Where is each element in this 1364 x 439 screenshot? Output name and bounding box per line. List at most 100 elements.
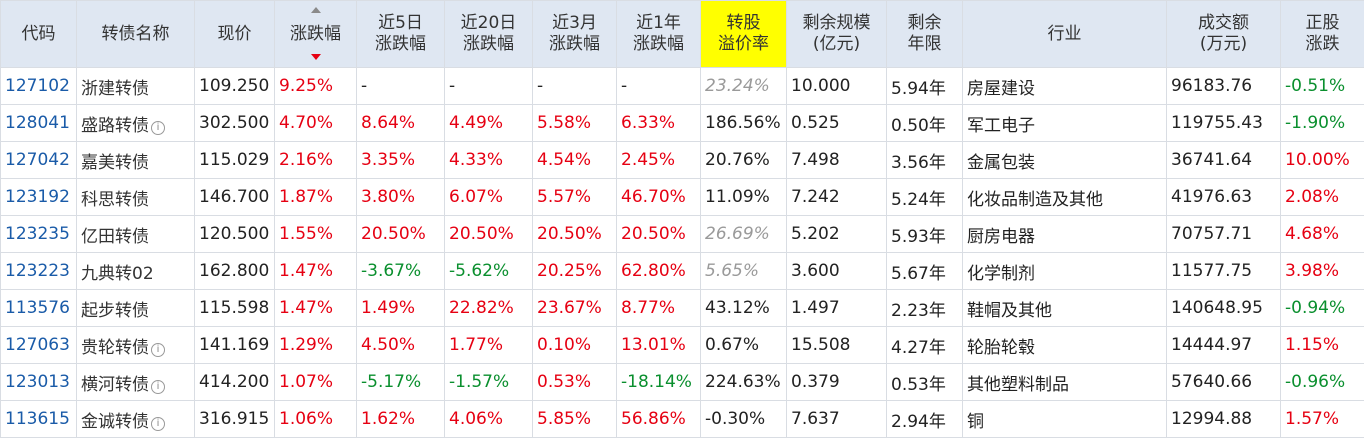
sort-descending-icon[interactable] — [310, 54, 321, 60]
cell-scale: 0.525 — [786, 104, 887, 142]
cell-chg20: - — [444, 67, 533, 105]
cell-name[interactable]: 嘉美转债 — [76, 141, 195, 179]
cell-scale: 5.202 — [786, 215, 887, 253]
cell-code-value: 113576 — [5, 298, 70, 318]
cell-chg5: 8.64% — [356, 104, 445, 142]
column-header-code[interactable]: 代码 — [0, 0, 77, 68]
cell-code[interactable]: 127042 — [0, 141, 77, 179]
column-header-chg[interactable]: 涨跌幅 — [274, 0, 357, 68]
cell-code[interactable]: 123013 — [0, 363, 77, 401]
table-row[interactable]: 113576 起步转债 115.598 1.47% 1.49% 22.82% 23.67% 8… — [0, 289, 1364, 327]
cell-chg1y-value: 62.80% — [621, 261, 686, 281]
cell-industry: 铜 — [962, 400, 1167, 438]
cell-premium: 5.65% — [700, 252, 787, 290]
column-header-chg20[interactable]: 近20日 涨跌幅 — [444, 0, 533, 68]
cell-chg-value: 4.70% — [279, 113, 334, 133]
cell-years-value: 5.93年 — [891, 226, 946, 247]
cell-price: 109.250 — [194, 67, 275, 105]
cell-code[interactable]: 123192 — [0, 178, 77, 216]
column-header-sublabel: (亿元) — [812, 34, 861, 54]
table-row[interactable]: 123235 亿田转债 120.500 1.55% 20.50% 20.50% 20.50%… — [0, 215, 1364, 253]
cell-name[interactable]: 金诚转债 i — [76, 400, 195, 438]
cell-name[interactable]: 浙建转债 — [76, 67, 195, 105]
cell-years: 5.93年 — [886, 215, 963, 253]
table-row[interactable]: 113615 金诚转债 i 316.915 1.06% 1.62% 4.06% 5.85% 56… — [0, 400, 1364, 438]
cell-industry: 化妆品制造及其他 — [962, 178, 1167, 216]
cell-industry-value: 金属包装 — [967, 152, 1035, 173]
table-row[interactable]: 127042 嘉美转债 115.029 2.16% 3.35% 4.33% 4.54% 2.4… — [0, 141, 1364, 179]
cell-code[interactable]: 113615 — [0, 400, 77, 438]
cell-code[interactable]: 123235 — [0, 215, 77, 253]
cell-scale: 10.000 — [786, 67, 887, 105]
cell-years-value: 3.56年 — [891, 152, 946, 173]
cell-chg-value: 9.25% — [279, 76, 334, 96]
table-row[interactable]: 123223 九典转02 162.800 1.47% -3.67% -5.62% 20.25… — [0, 252, 1364, 290]
cell-scale: 7.498 — [786, 141, 887, 179]
column-header-label: 近5日 — [378, 13, 423, 33]
cell-code[interactable]: 127063 — [0, 326, 77, 364]
column-header-chg1y[interactable]: 近1年 涨跌幅 — [616, 0, 701, 68]
cell-chg5-value: 20.50% — [361, 224, 426, 244]
cell-name[interactable]: 贵轮转债 i — [76, 326, 195, 364]
cell-chg: 4.70% — [274, 104, 357, 142]
table-row[interactable]: 123013 横河转债 i 414.200 1.07% -5.17% -1.57% 0.53%… — [0, 363, 1364, 401]
cell-chg: 1.47% — [274, 252, 357, 290]
cell-chg20: 4.33% — [444, 141, 533, 179]
table-row[interactable]: 128041 盛路转债 i 302.500 4.70% 8.64% 4.49% 5.58% 6.… — [0, 104, 1364, 142]
cell-chg5: 3.80% — [356, 178, 445, 216]
cell-chg1y-value: 56.86% — [621, 409, 686, 429]
info-icon[interactable]: i — [151, 416, 165, 431]
column-header-label: 剩余规模 — [802, 13, 871, 33]
column-header-premium[interactable]: 转股 溢价率 — [700, 0, 787, 68]
cell-chg5-value: 8.64% — [361, 113, 416, 133]
column-header-name[interactable]: 转债名称 — [76, 0, 195, 68]
cell-chg20-value: -5.62% — [449, 261, 510, 281]
cell-code[interactable]: 127102 — [0, 67, 77, 105]
cell-years: 5.67年 — [886, 252, 963, 290]
cell-name[interactable]: 起步转债 — [76, 289, 195, 327]
cell-price: 162.800 — [194, 252, 275, 290]
info-icon[interactable]: i — [151, 379, 165, 394]
cell-years: 5.94年 — [886, 67, 963, 105]
cell-name[interactable]: 科思转债 — [76, 178, 195, 216]
cell-code[interactable]: 123223 — [0, 252, 77, 290]
column-header-turnover[interactable]: 成交额 (万元) — [1166, 0, 1281, 68]
cell-chg5: 1.62% — [356, 400, 445, 438]
cell-chg20: 20.50% — [444, 215, 533, 253]
cell-industry-value: 化学制剂 — [967, 263, 1035, 284]
column-header-stockchg[interactable]: 正股 涨跌 — [1280, 0, 1364, 68]
cell-name-value: 嘉美转债 — [81, 152, 149, 173]
column-header-sublabel: 涨跌幅 — [463, 34, 514, 54]
cell-scale-value: 7.637 — [791, 409, 840, 429]
table-row[interactable]: 127063 贵轮转债 i 141.169 1.29% 4.50% 1.77% 0.10% 13… — [0, 326, 1364, 364]
cell-code-value: 127063 — [5, 335, 70, 355]
column-header-years[interactable]: 剩余 年限 — [886, 0, 963, 68]
column-header-industry[interactable]: 行业 — [962, 0, 1167, 68]
cell-code[interactable]: 128041 — [0, 104, 77, 142]
cell-years: 5.24年 — [886, 178, 963, 216]
cell-name[interactable]: 九典转02 — [76, 252, 195, 290]
table-row[interactable]: 127102 浙建转债 109.250 9.25% - - - - 23.24% 10.000 5.… — [0, 67, 1364, 105]
cell-name-value: 贵轮转债 — [81, 337, 149, 358]
cell-years-value: 0.50年 — [891, 115, 946, 136]
cell-name[interactable]: 横河转债 i — [76, 363, 195, 401]
cell-price-value: 109.250 — [199, 76, 270, 96]
info-icon[interactable]: i — [151, 120, 165, 135]
cell-premium-value: 26.69% — [705, 224, 770, 244]
cell-chg3m-value: 0.53% — [537, 372, 592, 392]
cell-chg1y-value: - — [621, 76, 628, 96]
cell-code[interactable]: 113576 — [0, 289, 77, 327]
cell-stockchg: -0.96% — [1280, 363, 1364, 401]
column-header-scale[interactable]: 剩余规模 (亿元) — [786, 0, 887, 68]
cell-industry-value: 铜 — [967, 411, 984, 432]
column-header-chg3m[interactable]: 近3月 涨跌幅 — [532, 0, 617, 68]
cell-name[interactable]: 亿田转债 — [76, 215, 195, 253]
table-row[interactable]: 123192 科思转债 146.700 1.87% 3.80% 6.07% 5.57% 46.… — [0, 178, 1364, 216]
column-header-price[interactable]: 现价 — [194, 0, 275, 68]
column-header-chg5[interactable]: 近5日 涨跌幅 — [356, 0, 445, 68]
cell-code-value: 123235 — [5, 224, 70, 244]
cell-name[interactable]: 盛路转债 i — [76, 104, 195, 142]
cell-chg20-value: 4.49% — [449, 113, 504, 133]
info-icon[interactable]: i — [151, 342, 165, 357]
sort-ascending-icon[interactable] — [310, 7, 321, 13]
